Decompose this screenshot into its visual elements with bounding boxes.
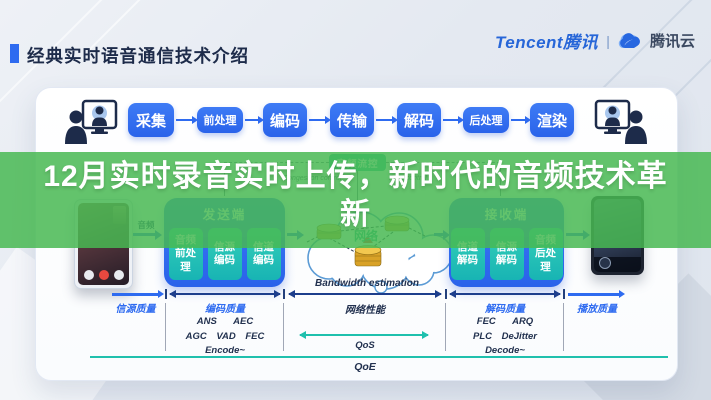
- pipeline-stage-encode: 编码: [263, 103, 307, 137]
- metric-tick: [563, 289, 565, 299]
- encoder-metrics-row2: AGC VAD FEC: [185, 331, 265, 342]
- playback-quality-label: 播放质量: [577, 304, 617, 315]
- qos-arrow: [299, 331, 429, 339]
- pipeline-arrow: [309, 116, 331, 124]
- mic-button-icon: [113, 270, 124, 280]
- playback-quality-arrow: [568, 290, 625, 297]
- page-title: 经典实时语音通信技术介绍: [27, 46, 249, 66]
- pipeline-arrow: [376, 116, 398, 124]
- call-buttons: [78, 270, 129, 280]
- title-overlay-band: 12月实时录音实时上传，新时代的音频技术革 新: [0, 152, 711, 248]
- decoder-metrics-row3: Decode~: [485, 345, 525, 356]
- metric-separator: [445, 303, 446, 351]
- network-performance-arrow: [288, 290, 442, 298]
- encoder-metrics-row3: Encode~: [205, 345, 245, 356]
- encode-quality-label: 编码质量: [205, 304, 245, 315]
- metric-separator: [283, 303, 284, 351]
- capture-user-icon: [64, 98, 118, 149]
- module-source-encode: 信源编码: [207, 228, 242, 280]
- overlay-title-line2: 新: [340, 198, 371, 231]
- encode-quality-arrow: [169, 290, 281, 298]
- stage-label: 采集: [135, 112, 166, 130]
- metric-separator: [563, 303, 564, 351]
- hangup-button-icon: [98, 270, 109, 280]
- tencent-logo: Tencent腾讯: [495, 33, 599, 52]
- brand-divider: |: [606, 32, 610, 49]
- stage-label: 编码: [269, 112, 300, 130]
- encoder-metrics-row1: ANS AEC: [196, 316, 254, 327]
- pipeline-stage-capture: 采集: [128, 103, 174, 137]
- network-performance-label: 网络性能: [345, 305, 385, 316]
- stage-label: 后处理: [469, 115, 503, 127]
- pipeline-arrow: [176, 116, 198, 124]
- source-quality-label: 信源质量: [115, 304, 156, 315]
- qos-label: QoS: [355, 340, 375, 351]
- metric-separator: [165, 303, 166, 351]
- pipeline-arrow: [511, 116, 531, 124]
- stage-label: 渲染: [536, 112, 567, 130]
- metric-tick: [283, 289, 285, 299]
- stage-label: 解码: [403, 112, 434, 130]
- decode-quality-label: 解码质量: [485, 304, 525, 315]
- callee-avatar-dot: [599, 257, 611, 269]
- brand-area: Tencent腾讯 | 腾讯云: [495, 28, 695, 53]
- pipeline-stage-preprocess: 前处理: [197, 107, 243, 133]
- stage-label: 传输: [336, 112, 367, 130]
- decoder-metrics-row1: FEC ARQ: [476, 316, 534, 327]
- qoe-line: [90, 356, 668, 358]
- pipeline-arrow: [443, 116, 464, 124]
- title-accent-bar: [10, 44, 19, 63]
- metric-tick: [445, 289, 447, 299]
- pipeline-stage-decode: 解码: [397, 103, 441, 137]
- decoder-metrics-row2: PLC DeJitter: [472, 331, 537, 342]
- speaker-button-icon: [83, 270, 94, 280]
- tencent-cloud-icon: [618, 32, 642, 49]
- stage-label: 前处理: [203, 115, 237, 127]
- overlay-title-line1: 12月实时录音实时上传，新时代的音频技术革: [43, 160, 668, 193]
- source-quality-arrow: [112, 290, 164, 297]
- tencent-cloud-wordmark: 腾讯云: [649, 33, 695, 50]
- metric-tick: [165, 289, 167, 299]
- pipeline-stage-render: 渲染: [530, 103, 574, 137]
- pipeline-arrow: [245, 116, 264, 124]
- decode-quality-arrow: [449, 290, 561, 298]
- qoe-label: QoE: [354, 361, 376, 373]
- pipeline-stage-postprocess: 后处理: [463, 107, 509, 133]
- pipeline-stage-transmit: 传输: [330, 103, 374, 137]
- bandwidth-estimation-caption: Bandwidth estimation: [315, 278, 419, 289]
- playback-user-icon: [594, 98, 648, 149]
